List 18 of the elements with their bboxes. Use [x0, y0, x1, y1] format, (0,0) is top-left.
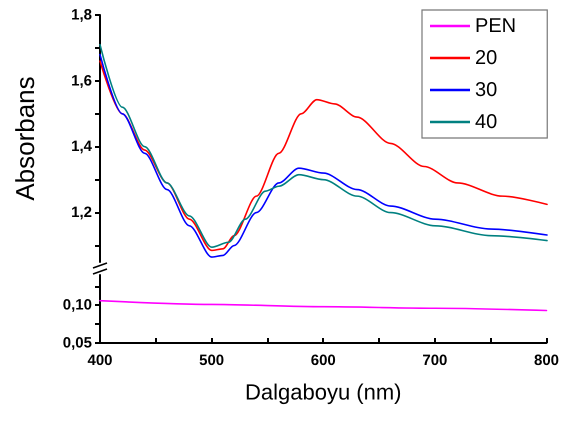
y-tick-label: 0,10 — [62, 296, 92, 314]
x-tick-label: 800 — [534, 352, 559, 369]
legend-label: 40 — [475, 111, 498, 133]
y-tick-label: 1,8 — [71, 6, 92, 24]
x-axis-title: Dalgaboyu (nm) — [244, 380, 402, 404]
x-tick-label: 600 — [310, 352, 336, 369]
y-tick-label: 1,6 — [71, 72, 92, 90]
legend-label: 30 — [475, 79, 498, 101]
legend-label: 20 — [475, 47, 498, 69]
line-series — [99, 300, 548, 312]
x-tick-label: 500 — [199, 352, 224, 369]
y-tick-label: 1,2 — [71, 204, 92, 222]
y-axis-title: Absorbans — [10, 76, 40, 201]
x-tick-label: 400 — [87, 352, 113, 369]
y-tick-label: 0,05 — [62, 334, 92, 352]
y-tick-label: 1,4 — [71, 138, 93, 156]
legend-label: PEN — [475, 15, 516, 37]
x-tick-label: 700 — [422, 352, 448, 369]
